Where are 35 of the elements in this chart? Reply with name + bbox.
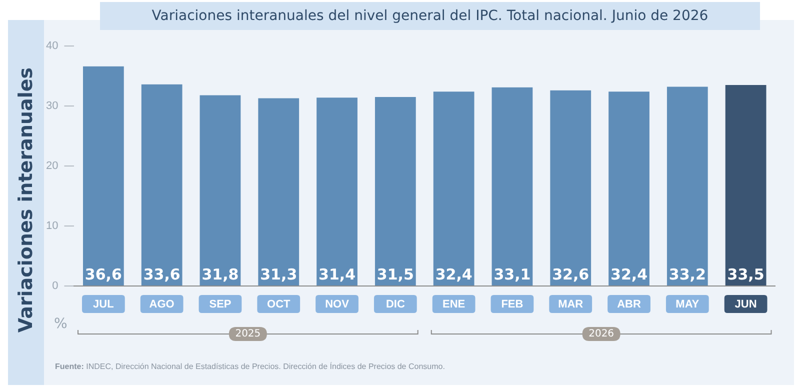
y-tick-label: 30	[46, 100, 58, 112]
x-tick-label: FEB	[501, 298, 524, 311]
data-label: 33,1	[494, 265, 531, 284]
text: 2025	[235, 328, 261, 340]
data-label: 32,4	[435, 265, 472, 284]
chart-title: Variaciones interanuales del nivel general del IPC. Total nacional. Junio de 2026	[100, 2, 760, 30]
x-tick-label: DIC	[386, 298, 405, 311]
x-tick-label: MAY	[676, 298, 700, 311]
x-tick-label: OCT	[267, 298, 291, 311]
x-tick-label: ABR	[617, 298, 641, 311]
source-note: Fuente: INDEC, Dirección Nacional de Estadísticas de Precios. Dirección de Índices de Precios de Consumo.	[55, 362, 445, 371]
data-label: 31,5	[376, 265, 414, 284]
data-label: 32,4	[610, 265, 648, 284]
data-label: 31,4	[318, 265, 356, 284]
x-tick-label: AGO	[149, 298, 175, 311]
x-tick-label: JUL	[93, 298, 114, 311]
x-tick-label: NOV	[325, 298, 350, 311]
y-tick-label: 10	[46, 220, 58, 232]
y-axis-title: Variaciones interanuales	[15, 67, 37, 333]
x-tick-label: SEP	[209, 298, 232, 311]
text: %	[54, 316, 68, 332]
data-label: 31,3	[260, 265, 298, 284]
x-tick-label: MAR	[558, 298, 584, 311]
x-tick-label: ENE	[442, 298, 466, 311]
y-tick-label: 40	[46, 40, 58, 52]
data-label: 31,8	[202, 265, 239, 284]
data-label: 32,6	[552, 265, 590, 284]
text: 2026	[588, 328, 614, 340]
data-label: 33,6	[143, 265, 180, 284]
data-label: 33,5	[727, 265, 764, 284]
x-tick-label: JUN	[734, 298, 757, 311]
data-label: 36,6	[84, 265, 122, 284]
data-label: 33,2	[668, 265, 706, 284]
y-tick-label: 20	[46, 160, 58, 172]
y-tick-label: 0	[52, 280, 58, 292]
